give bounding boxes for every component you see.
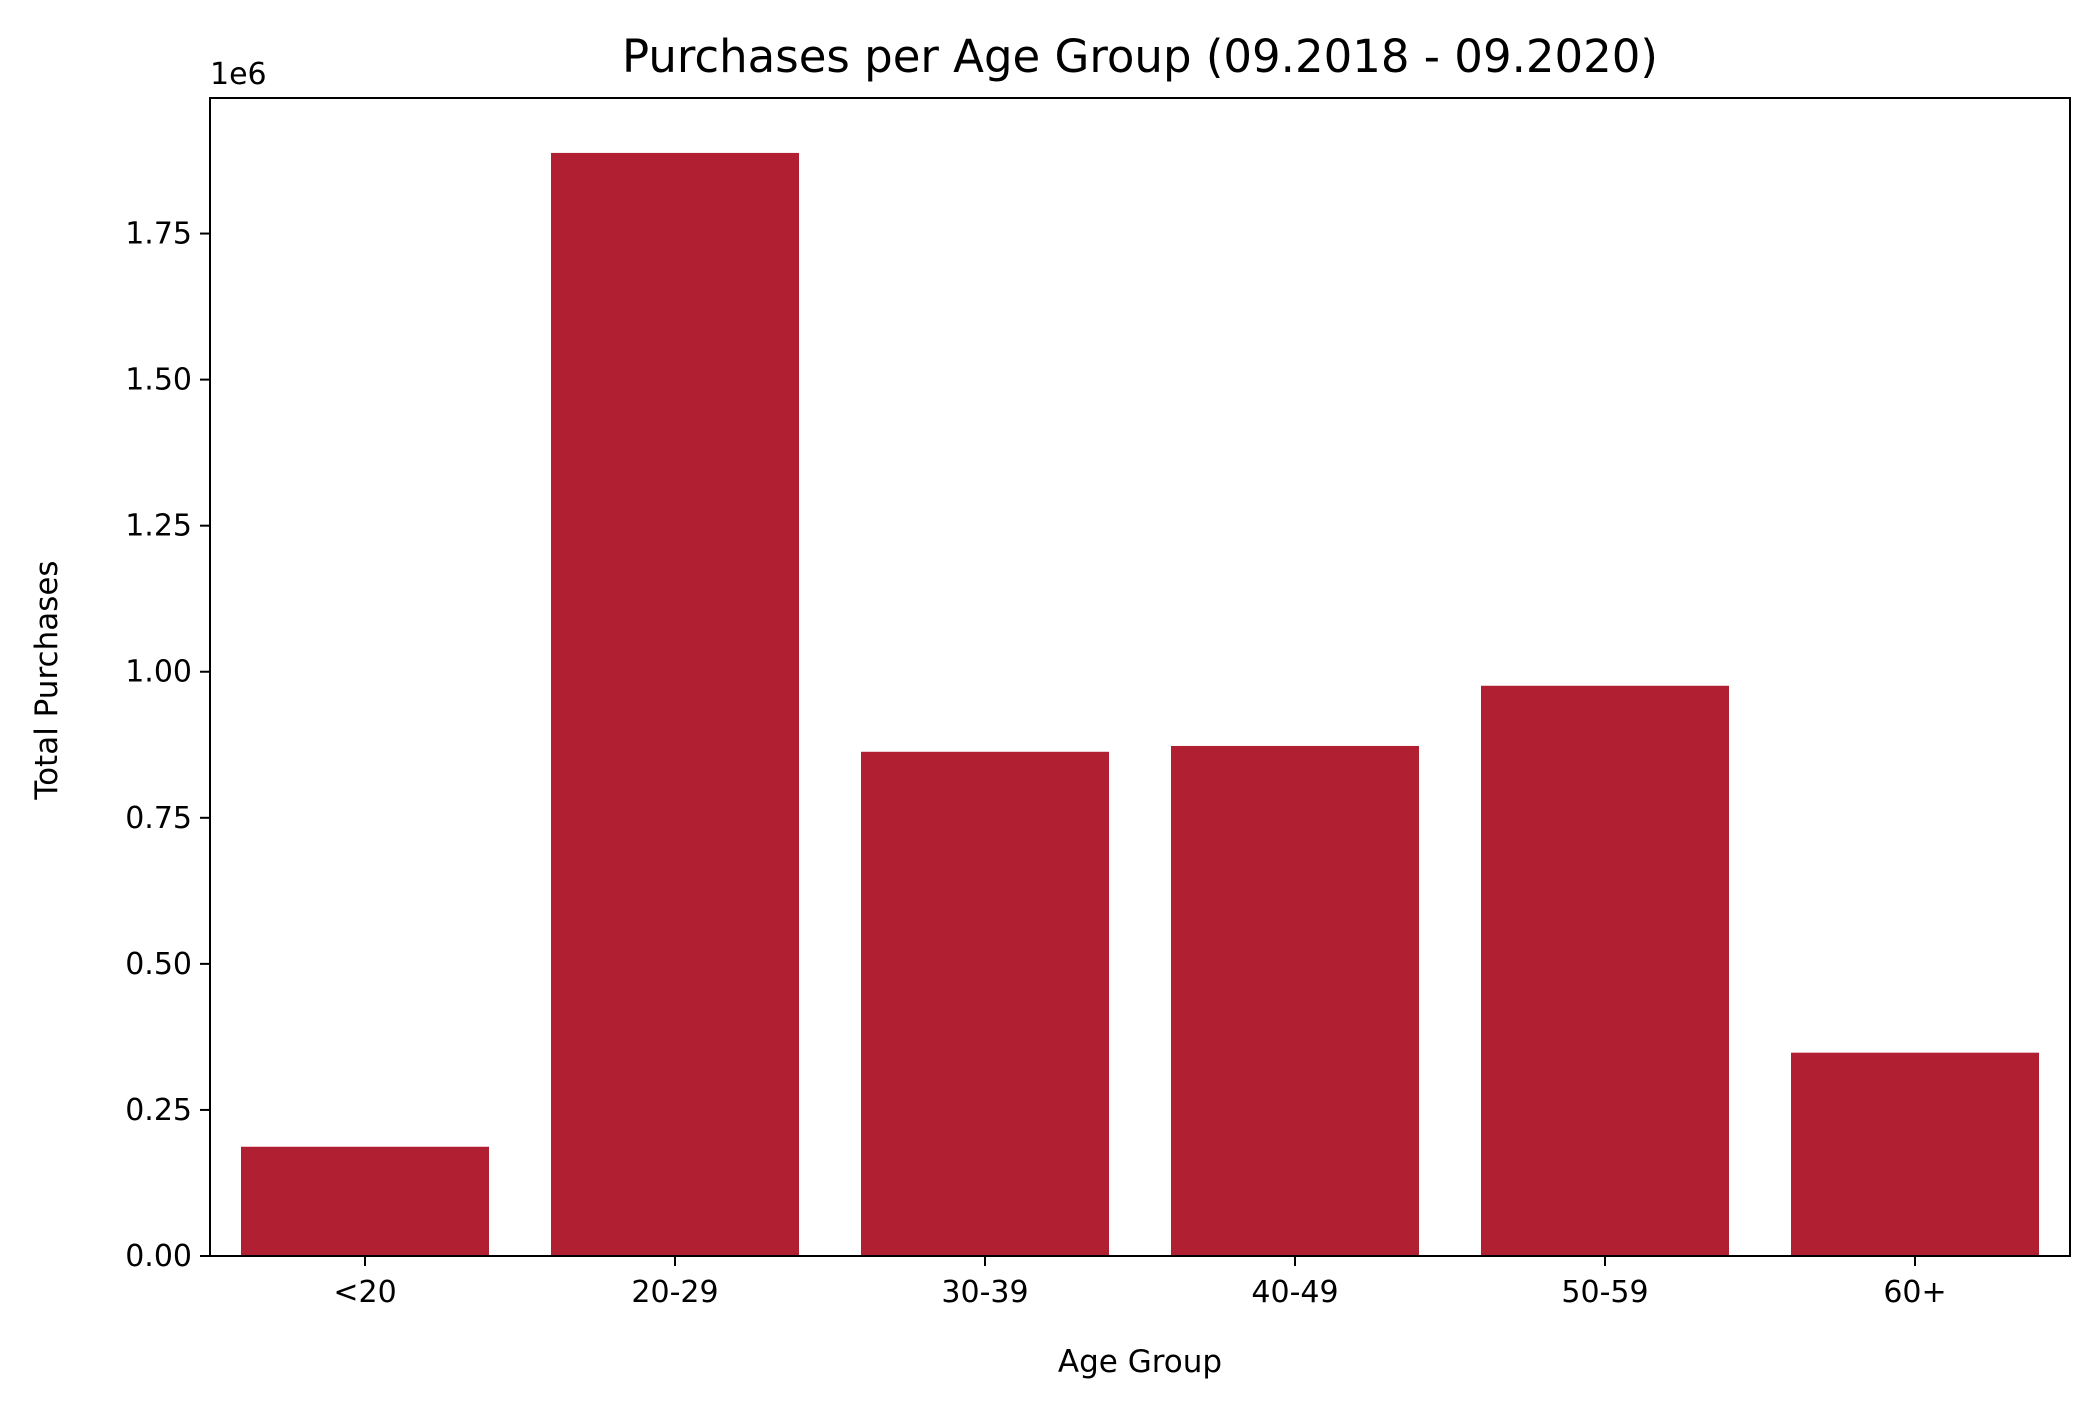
y-tick-label: 0.50 [125, 947, 192, 982]
plot-area: <20 20-29 30-39 40-49 50-59 60+ 0.00 0.25 0.50 0.… [125, 152, 2039, 1310]
y-tick-label: 0.25 [125, 1093, 192, 1128]
bar-6 [1791, 1052, 2039, 1256]
bar-5 [1481, 685, 1729, 1256]
x-tick-label: 30-39 [941, 1275, 1028, 1310]
y-tick-label: 1.50 [125, 363, 192, 398]
y-tick-label: 1.00 [125, 655, 192, 690]
y-tick-label: 0.00 [125, 1239, 192, 1274]
x-tick-label: <20 [333, 1275, 396, 1310]
x-tick-label: 50-59 [1561, 1275, 1648, 1310]
x-tick-label: 20-29 [631, 1275, 718, 1310]
x-tick-label: 40-49 [1251, 1275, 1338, 1310]
bar-3 [861, 751, 1109, 1256]
y-offset-label: 1e6 [210, 57, 267, 92]
y-tick-label: 1.75 [125, 217, 192, 252]
bar-1 [241, 1146, 489, 1256]
y-tick-label: 1.25 [125, 509, 192, 544]
x-axis-title: Age Group [1058, 1344, 1222, 1380]
y-tick-label: 0.75 [125, 801, 192, 836]
bar-2 [551, 152, 799, 1256]
plot-frame [209, 97, 2071, 1257]
x-tick-label: 60+ [1883, 1275, 1946, 1310]
y-axis-title: Total Purchases [29, 560, 65, 800]
chart-title: Purchases per Age Group (09.2018 - 09.20… [622, 30, 1658, 83]
bar-4 [1171, 745, 1419, 1256]
